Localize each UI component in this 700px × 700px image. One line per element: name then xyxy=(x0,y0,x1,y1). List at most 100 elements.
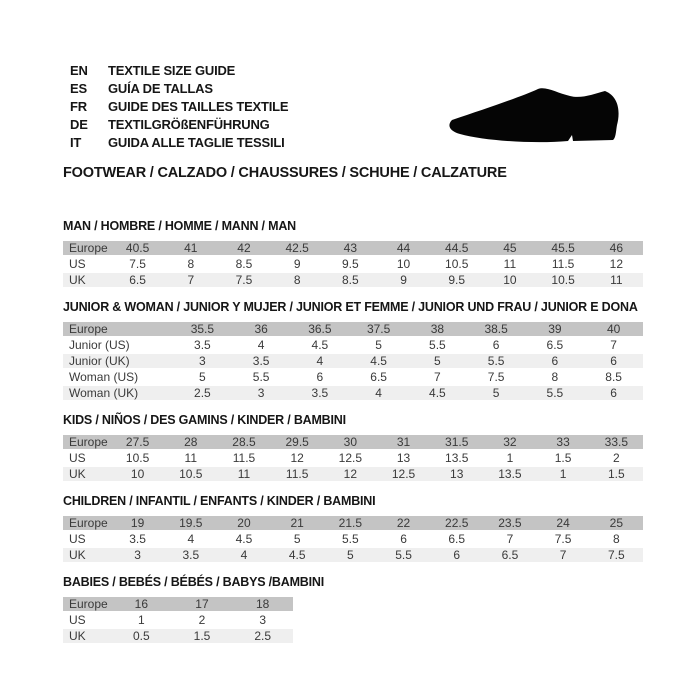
size-cell: 13 xyxy=(430,467,484,481)
size-cell: 12 xyxy=(323,467,377,481)
size-cell: 10.5 xyxy=(536,273,590,287)
size-cell: 4 xyxy=(217,548,271,562)
size-cell: 5.5 xyxy=(231,370,291,384)
size-cell: 8 xyxy=(525,370,585,384)
row-label: Europe xyxy=(63,435,111,449)
size-row: Europe 16 17 18 xyxy=(63,597,293,611)
size-cell: 1 xyxy=(111,613,172,627)
size-row: UK 10 10.5 11 11.5 12 12.5 13 13.5 1 1.5 xyxy=(63,467,643,481)
size-cell: 8.5 xyxy=(584,370,643,384)
size-table: Europe 35.5 36 36.5 37.5 38 38.5 39 40 Junior (US… xyxy=(63,320,643,402)
dress-shoe-icon xyxy=(440,78,630,153)
size-cell: 41 xyxy=(164,241,218,255)
size-cell: 35.5 xyxy=(173,322,232,336)
size-cell: 7.5 xyxy=(466,370,526,384)
size-cell: 3.5 xyxy=(290,386,350,400)
size-row: Europe 40.5 41 42 42.5 43 44 44.5 45 45.5 46 xyxy=(63,241,643,255)
size-cell: 4 xyxy=(349,386,408,400)
size-cell: 19.5 xyxy=(164,516,218,530)
size-row: US 1 2 3 xyxy=(63,613,293,627)
size-cell: 3.5 xyxy=(231,354,291,368)
size-cell: 7.5 xyxy=(536,532,590,546)
size-cell: 5 xyxy=(323,548,377,562)
row-label: Europe xyxy=(63,597,111,611)
size-cell: 8 xyxy=(164,257,218,271)
size-cell: 6 xyxy=(584,354,643,368)
size-cell: 31.5 xyxy=(430,435,484,449)
language-label: TEXTILE SIZE GUIDE xyxy=(108,63,236,78)
size-cell: 8.5 xyxy=(217,257,271,271)
size-cell: 7.5 xyxy=(217,273,271,287)
size-cell: 8 xyxy=(270,273,324,287)
size-cell: 12 xyxy=(270,451,324,465)
size-cell: 11.5 xyxy=(536,257,590,271)
size-cell: 10.5 xyxy=(111,451,165,465)
size-cell: 1.5 xyxy=(589,467,643,481)
size-row: US 3.5 4 4.5 5 5.5 6 6.5 7 7.5 8 xyxy=(63,532,643,546)
size-row: UK 0.5 1.5 2.5 xyxy=(63,629,293,643)
size-cell: 3 xyxy=(231,386,291,400)
size-cell: 12 xyxy=(589,257,643,271)
size-cell: 46 xyxy=(589,241,643,255)
language-code: DE xyxy=(70,117,88,132)
size-cell: 2.5 xyxy=(232,629,293,643)
size-cell: 7.5 xyxy=(111,257,165,271)
language-code: ES xyxy=(70,81,87,96)
size-row: Europe 35.5 36 36.5 37.5 38 38.5 39 40 xyxy=(63,322,643,336)
size-cell: 9 xyxy=(376,273,431,287)
size-cell: 13.5 xyxy=(430,451,484,465)
size-cell: 33 xyxy=(536,435,590,449)
language-row: FR GUIDE DES TAILLES TEXTILE xyxy=(70,98,643,116)
size-cell: 6 xyxy=(430,548,484,562)
size-row: US 10.5 11 11.5 12 12.5 13 13.5 1 1.5 2 xyxy=(63,451,643,465)
size-cell: 12.5 xyxy=(323,451,377,465)
size-cell: 28.5 xyxy=(217,435,271,449)
size-cell: 7 xyxy=(584,338,643,352)
content-area: EN TEXTILE SIZE GUIDE ES GUÍA DE TALLAS FR GU… xyxy=(63,62,643,645)
size-cell: 42 xyxy=(217,241,271,255)
size-cell: 44 xyxy=(376,241,431,255)
size-cell: 40.5 xyxy=(111,241,165,255)
size-cell: 17 xyxy=(171,597,233,611)
size-cell: 5.5 xyxy=(466,354,526,368)
row-label: Europe xyxy=(63,322,173,336)
size-row: UK 6.5 7 7.5 8 8.5 9 9.5 10 10.5 11 xyxy=(63,273,643,287)
size-section: BABIES / BEBÉS / BÉBÉS / BABYS /BAMBINI E… xyxy=(63,574,643,645)
size-cell: 6.5 xyxy=(349,370,408,384)
section-title: JUNIOR & WOMAN / JUNIOR Y MUJER / JUNIOR… xyxy=(63,300,638,314)
size-cell: 25 xyxy=(589,516,643,530)
size-cell: 38 xyxy=(408,322,467,336)
size-cell: 22.5 xyxy=(430,516,484,530)
size-cell: 1 xyxy=(483,451,537,465)
size-cell: 6.5 xyxy=(483,548,537,562)
size-row: UK 3 3.5 4 4.5 5 5.5 6 6.5 7 7.5 xyxy=(63,548,643,562)
size-cell: 8.5 xyxy=(323,273,377,287)
size-cell: 13 xyxy=(376,451,431,465)
size-cell: 45 xyxy=(483,241,537,255)
size-cell: 19 xyxy=(111,516,165,530)
size-cell: 7 xyxy=(408,370,467,384)
size-cell: 7 xyxy=(483,532,537,546)
size-cell: 8 xyxy=(589,532,643,546)
size-cell: 6.5 xyxy=(430,532,484,546)
size-cell: 39 xyxy=(525,322,585,336)
size-cell: 6 xyxy=(525,354,585,368)
section-title: BABIES / BEBÉS / BÉBÉS / BABYS /BAMBINI xyxy=(63,575,324,589)
size-cell: 6 xyxy=(376,532,431,546)
size-cell: 18 xyxy=(232,597,293,611)
section-title: KIDS / NIÑOS / DES GAMINS / KINDER / BAM… xyxy=(63,413,346,427)
row-label: US xyxy=(63,451,111,465)
size-cell: 10.5 xyxy=(430,257,484,271)
size-cell: 7 xyxy=(536,548,590,562)
section-title: MAN / HOMBRE / HOMME / MANN / MAN xyxy=(63,219,296,233)
section-title: CHILDREN / INFANTIL / ENFANTS / KINDER /… xyxy=(63,494,376,508)
row-label: Woman (UK) xyxy=(63,386,173,400)
size-cell: 6 xyxy=(584,386,643,400)
size-cell: 6.5 xyxy=(111,273,165,287)
size-cell: 24 xyxy=(536,516,590,530)
size-cell: 11.5 xyxy=(270,467,324,481)
size-cell: 11 xyxy=(483,257,537,271)
size-cell: 2 xyxy=(171,613,233,627)
size-cell: 10.5 xyxy=(164,467,218,481)
size-cell: 45.5 xyxy=(536,241,590,255)
